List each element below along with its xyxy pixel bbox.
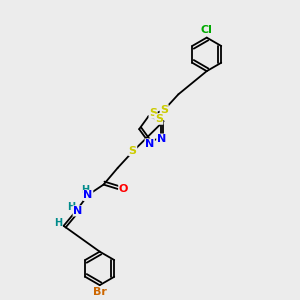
Text: N: N — [157, 134, 166, 144]
Text: Cl: Cl — [201, 26, 213, 35]
Text: S: S — [149, 108, 157, 118]
Text: H: H — [81, 185, 89, 195]
Text: O: O — [119, 184, 128, 194]
Text: Br: Br — [93, 287, 107, 297]
Text: H: H — [67, 202, 75, 212]
Text: S: S — [155, 114, 163, 124]
Text: S: S — [160, 105, 168, 115]
Text: N: N — [145, 139, 154, 149]
Text: S: S — [129, 146, 137, 155]
Text: N: N — [83, 190, 93, 200]
Text: H: H — [54, 218, 62, 228]
Text: N: N — [73, 206, 83, 216]
